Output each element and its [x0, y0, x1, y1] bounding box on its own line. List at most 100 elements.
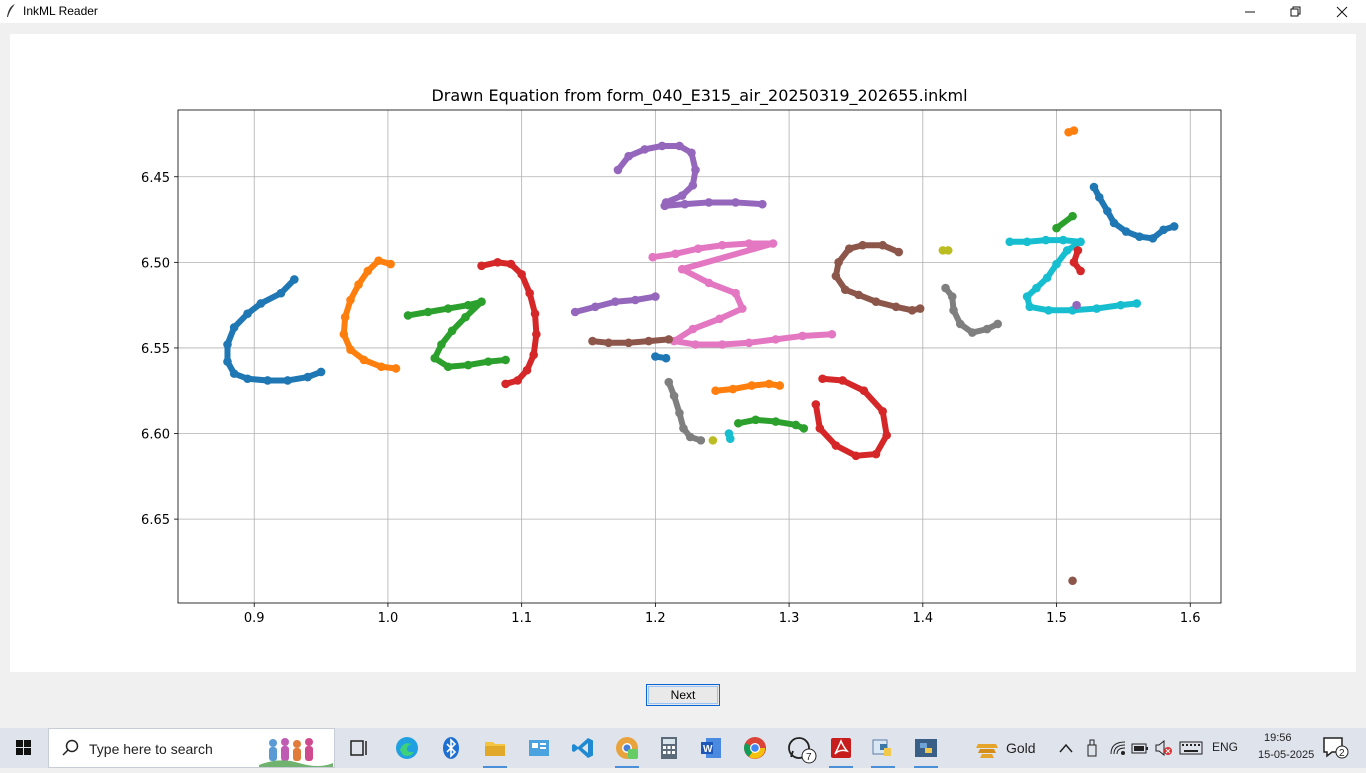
data-point: [947, 292, 957, 301]
chart-title: Drawn Equation from form_040_E315_air_20…: [431, 86, 967, 106]
language-indicator[interactable]: ENG: [1212, 740, 1239, 754]
stroke-line: [812, 375, 890, 459]
data-point: [374, 256, 383, 265]
data-point: [818, 374, 827, 384]
file-explorer-taskbar-button[interactable]: [475, 728, 515, 768]
data-point: [613, 165, 623, 175]
data-point: [403, 311, 413, 320]
data-point: [717, 340, 727, 349]
data-point: [1041, 235, 1051, 245]
python-taskbar-button[interactable]: [906, 728, 946, 768]
data-point: [1103, 206, 1112, 216]
data-point: [685, 432, 695, 442]
acrobat-taskbar-button[interactable]: [821, 728, 861, 768]
data-point: [751, 415, 760, 425]
data-point: [768, 239, 778, 248]
data-point: [1159, 225, 1168, 235]
data-point: [1116, 300, 1126, 310]
data-point: [731, 198, 740, 207]
clock-date[interactable]: 15-05-2025: [1258, 749, 1315, 761]
data-point: [708, 436, 718, 445]
minimize-button[interactable]: [1227, 0, 1273, 23]
data-point: [878, 240, 887, 250]
data-point: [1058, 235, 1068, 245]
plot-background: [178, 110, 1221, 603]
usb-icon[interactable]: [1085, 739, 1099, 757]
data-point: [359, 355, 369, 365]
search-input[interactable]: Type here to search: [48, 728, 335, 768]
notification-badge: 2: [1339, 748, 1345, 759]
battery-icon[interactable]: [1130, 741, 1150, 755]
data-point: [477, 261, 486, 271]
windows-start-icon: [16, 740, 31, 755]
data-point: [443, 362, 453, 372]
data-point: [588, 336, 597, 346]
next-button[interactable]: Next: [646, 684, 720, 706]
data-point: [1032, 283, 1041, 293]
control-panel-taskbar-button[interactable]: [519, 728, 559, 768]
x-tick-label: 1.0: [378, 611, 399, 626]
bluetooth-taskbar-button[interactable]: [431, 728, 471, 768]
maximize-button[interactable]: [1273, 0, 1319, 23]
data-point: [915, 304, 925, 313]
chevron-up-icon[interactable]: [1059, 742, 1073, 754]
x-tick-label: 0.9: [244, 611, 265, 626]
data-point: [1022, 292, 1032, 301]
data-point: [501, 355, 510, 365]
data-point: [1069, 126, 1079, 135]
edge-taskbar-button[interactable]: [387, 728, 427, 768]
data-point: [463, 360, 473, 370]
chrome-canary-icon: [616, 737, 638, 759]
data-point: [691, 165, 700, 175]
x-tick-label: 1.4: [912, 611, 933, 626]
data-point: [1076, 266, 1085, 276]
notification-icon[interactable]: 2: [1322, 736, 1350, 760]
data-point: [878, 406, 887, 416]
word-taskbar-button[interactable]: W: [691, 728, 731, 768]
data-point: [669, 391, 679, 401]
data-point: [827, 329, 837, 339]
data-point: [858, 240, 867, 250]
data-point: [664, 377, 674, 387]
python-idle-taskbar-button[interactable]: [863, 728, 903, 768]
data-point: [1062, 246, 1072, 255]
data-point: [624, 151, 633, 161]
clock-time[interactable]: 19:56: [1264, 732, 1292, 744]
data-point: [661, 353, 671, 363]
minimize-icon: [1245, 11, 1255, 13]
data-point: [882, 430, 892, 440]
bluetooth-icon: [443, 737, 459, 759]
gold-widget[interactable]: Gold: [970, 728, 1050, 768]
x-tick-label: 1.3: [779, 611, 800, 626]
data-point: [570, 307, 580, 317]
restore-icon: [1290, 6, 1301, 17]
chrome-taskbar-button[interactable]: [735, 728, 775, 768]
data-point: [477, 297, 486, 307]
data-point: [834, 258, 843, 267]
data-point: [624, 338, 633, 348]
chrome-canary-taskbar-button[interactable]: [607, 728, 647, 768]
volume-muted-icon[interactable]: [1154, 740, 1174, 756]
data-point: [982, 324, 992, 334]
data-point: [771, 417, 781, 426]
calculator-taskbar-button[interactable]: [649, 728, 689, 768]
search-placeholder: Type here to search: [89, 741, 213, 757]
data-point: [758, 199, 767, 209]
data-point: [290, 275, 299, 284]
keyboard-icon[interactable]: [1179, 741, 1203, 755]
data-point: [677, 191, 687, 200]
data-point: [243, 309, 252, 319]
start-button[interactable]: [0, 728, 48, 768]
vscode-taskbar-button[interactable]: [563, 728, 603, 768]
data-point: [386, 259, 395, 269]
whatsapp-taskbar-button[interactable]: 7: [779, 728, 819, 768]
task-view-button[interactable]: [340, 728, 380, 768]
data-point: [610, 297, 620, 307]
close-button[interactable]: [1319, 0, 1365, 23]
data-point: [1135, 232, 1144, 241]
feather-icon: [7, 4, 15, 17]
data-point: [256, 299, 266, 308]
data-point: [955, 319, 965, 329]
wifi-icon[interactable]: [1109, 740, 1127, 756]
data-point: [851, 451, 861, 461]
